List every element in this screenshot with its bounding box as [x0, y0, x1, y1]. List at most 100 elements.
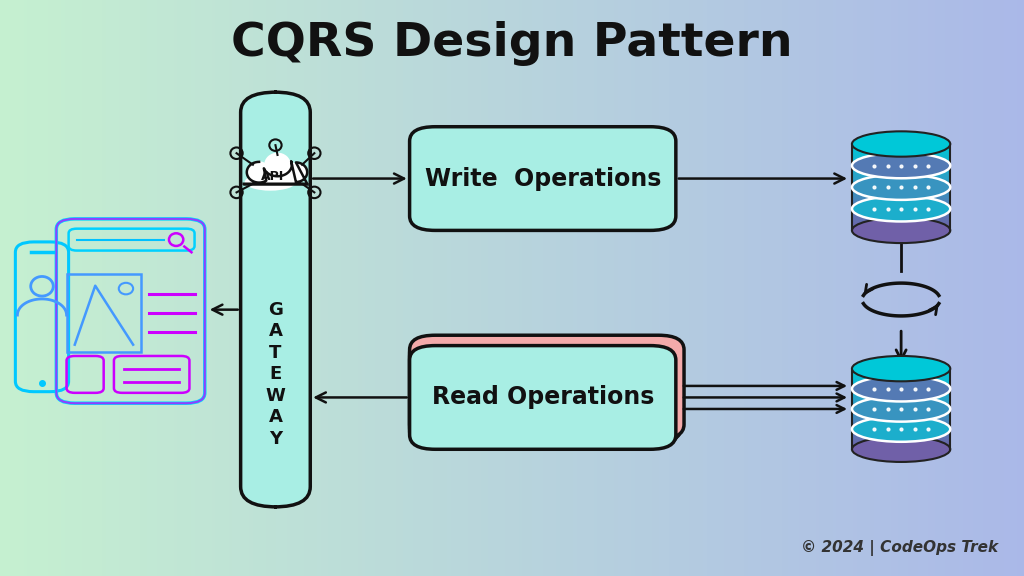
Bar [570, 0, 573, 576]
Polygon shape [852, 387, 950, 389]
Bar [550, 0, 553, 576]
Polygon shape [852, 146, 950, 149]
Polygon shape [852, 427, 950, 429]
Bar [566, 0, 570, 576]
Bar [604, 0, 607, 576]
Bar [123, 0, 126, 576]
Bar [802, 0, 806, 576]
Bar [195, 0, 198, 576]
Bar [529, 0, 532, 576]
Bar [758, 0, 761, 576]
Bar [622, 0, 625, 576]
Bar [881, 0, 884, 576]
Polygon shape [852, 179, 950, 181]
Bar [413, 0, 417, 576]
Bar [140, 0, 143, 576]
Bar [652, 0, 655, 576]
Bar [184, 0, 187, 576]
Bar [635, 0, 638, 576]
Bar [850, 0, 853, 576]
Bar [546, 0, 550, 576]
Bar [955, 0, 959, 576]
Bar [65, 0, 69, 576]
Polygon shape [852, 413, 950, 415]
Bar [44, 0, 48, 576]
Polygon shape [852, 373, 950, 375]
Bar [0, 0, 3, 576]
Bar [276, 0, 280, 576]
Bar [430, 0, 433, 576]
Bar [911, 0, 914, 576]
Bar [1017, 0, 1021, 576]
Bar [232, 0, 236, 576]
Polygon shape [852, 399, 950, 401]
Polygon shape [852, 379, 950, 381]
Polygon shape [852, 155, 950, 157]
Bar [236, 0, 239, 576]
Bar [177, 0, 181, 576]
Bar [1021, 0, 1024, 576]
Bar [41, 0, 44, 576]
Bar [658, 0, 663, 576]
Bar [724, 0, 727, 576]
Bar [164, 0, 167, 576]
FancyBboxPatch shape [410, 335, 684, 439]
Bar [225, 0, 228, 576]
Bar [843, 0, 847, 576]
Ellipse shape [852, 196, 950, 222]
Bar [515, 0, 519, 576]
Polygon shape [852, 175, 950, 176]
Bar [72, 0, 75, 576]
Bar [181, 0, 184, 576]
Polygon shape [852, 183, 950, 185]
Polygon shape [852, 144, 950, 146]
Bar [174, 0, 177, 576]
Bar [471, 0, 474, 576]
Polygon shape [852, 200, 950, 202]
Bar [361, 0, 366, 576]
Bar [154, 0, 157, 576]
Bar [488, 0, 492, 576]
Polygon shape [852, 159, 950, 161]
Bar [959, 0, 963, 576]
Polygon shape [852, 407, 950, 409]
Bar [509, 0, 512, 576]
Bar [591, 0, 594, 576]
Bar [748, 0, 751, 576]
Polygon shape [852, 190, 950, 191]
Bar [443, 0, 447, 576]
Polygon shape [852, 202, 950, 204]
Bar [628, 0, 632, 576]
Text: Write  Operations: Write Operations [425, 166, 660, 191]
Bar [17, 0, 20, 576]
Bar [484, 0, 488, 576]
Bar [474, 0, 478, 576]
Bar [611, 0, 614, 576]
Bar [543, 0, 546, 576]
Bar [505, 0, 509, 576]
Polygon shape [852, 207, 950, 209]
Bar [116, 0, 120, 576]
Polygon shape [852, 161, 950, 164]
Polygon shape [852, 435, 950, 437]
Bar [187, 0, 191, 576]
Text: © 2024 | CodeOps Trek: © 2024 | CodeOps Trek [801, 540, 998, 556]
Polygon shape [852, 170, 950, 172]
Bar [601, 0, 604, 576]
Polygon shape [852, 389, 950, 391]
Bar [191, 0, 195, 576]
Polygon shape [852, 153, 950, 155]
Bar [761, 0, 765, 576]
Bar [85, 0, 89, 576]
Bar [133, 0, 136, 576]
Bar [492, 0, 495, 576]
FancyBboxPatch shape [410, 127, 676, 230]
Ellipse shape [852, 218, 950, 243]
Polygon shape [852, 187, 950, 190]
Bar [34, 0, 38, 576]
Bar [939, 0, 942, 576]
Bar [734, 0, 737, 576]
Bar [38, 0, 41, 576]
Bar [932, 0, 935, 576]
Bar [366, 0, 369, 576]
